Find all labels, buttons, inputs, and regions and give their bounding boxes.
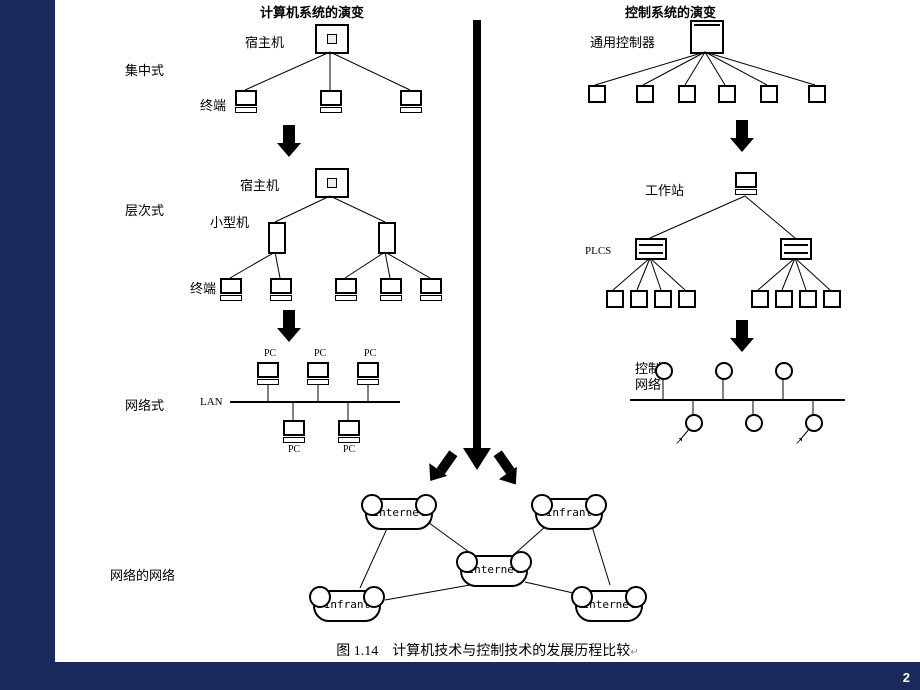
center-arrow-icon: [473, 20, 481, 450]
circle-node-icon: [745, 414, 763, 432]
label-lan: LAN: [200, 396, 223, 408]
circle-node-icon: [775, 362, 793, 380]
host-icon: [315, 168, 349, 198]
nav-sidebar: [0, 0, 55, 690]
cloud-internet2: Internet: [460, 555, 528, 587]
node-box-icon: [760, 85, 778, 103]
title-control-evolution: 控制系统的演变: [625, 2, 716, 21]
plc-icon: [780, 238, 812, 260]
pc-icon: [283, 420, 305, 442]
terminal-icon: [320, 90, 342, 112]
circle-node-icon: [805, 414, 823, 432]
cloud-infrant1: Infrant: [535, 498, 603, 530]
controller-icon: [690, 20, 724, 54]
workstation-icon: [735, 172, 757, 194]
node-box-icon: [630, 290, 648, 308]
title-computer-evolution: 计算机系统的演变: [260, 2, 364, 21]
pc-icon: [338, 420, 360, 442]
node-box-icon: [678, 290, 696, 308]
label-host1: 宿主机: [245, 32, 284, 51]
circle-node-icon: [655, 362, 673, 380]
arrow-down-icon: [733, 120, 751, 152]
node-box-icon: [654, 290, 672, 308]
pc-icon: [357, 362, 379, 384]
label-pc-top1: PC: [264, 348, 276, 359]
label-pc-top3: PC: [364, 348, 376, 359]
node-box-icon: [588, 85, 606, 103]
label-hierarchical: 层次式: [125, 200, 164, 219]
page-number: 2: [903, 670, 910, 685]
arrow-down-icon: [733, 320, 751, 352]
cloud-internet3: Internet: [575, 590, 643, 622]
footer-bar: 2: [0, 662, 920, 690]
terminal-icon: [270, 278, 292, 300]
tower-icon: [378, 222, 396, 254]
arrow-small-icon: ↗: [795, 436, 803, 447]
node-box-icon: [606, 290, 624, 308]
diag-arrow-left-icon: [426, 449, 460, 488]
diag-arrow-right-icon: [491, 449, 525, 488]
label-pc-bot1: PC: [288, 444, 300, 455]
node-box-icon: [823, 290, 841, 308]
label-controller: 通用控制器: [590, 32, 655, 51]
pc-icon: [307, 362, 329, 384]
node-box-icon: [718, 85, 736, 103]
label-centralized: 集中式: [125, 60, 164, 79]
cloud-infrant2: Infrant: [313, 590, 381, 622]
terminal-icon: [380, 278, 402, 300]
label-pc-bot2: PC: [343, 444, 355, 455]
label-terminal2: 终端: [190, 278, 216, 297]
terminal-icon: [400, 90, 422, 112]
label-mini: 小型机: [210, 212, 249, 231]
label-workstation: 工作站: [645, 180, 684, 199]
node-box-icon: [775, 290, 793, 308]
diagram-canvas: 计算机系统的演变 控制系统的演变 集中式 层次式 网络式 网络的网络 宿主机 终…: [55, 0, 920, 662]
arrow-small-icon: ↗: [675, 436, 683, 447]
terminal-icon: [220, 278, 242, 300]
arrow-down-icon: [280, 125, 298, 157]
node-box-icon: [808, 85, 826, 103]
circle-node-icon: [685, 414, 703, 432]
node-box-icon: [678, 85, 696, 103]
circle-node-icon: [715, 362, 733, 380]
label-networked: 网络式: [125, 395, 164, 414]
arrow-down-icon: [280, 310, 298, 342]
node-box-icon: [751, 290, 769, 308]
pc-icon: [257, 362, 279, 384]
terminal-icon: [335, 278, 357, 300]
label-net-of-nets: 网络的网络: [110, 565, 175, 584]
label-plc: PLCS: [585, 245, 611, 257]
figure-caption: 图 1.14 计算机技术与控制技术的发展历程比较↵: [55, 640, 920, 660]
host-icon: [315, 24, 349, 54]
plc-icon: [635, 238, 667, 260]
label-pc-top2: PC: [314, 348, 326, 359]
tower-icon: [268, 222, 286, 254]
label-terminal1: 终端: [200, 95, 226, 114]
terminal-icon: [235, 90, 257, 112]
terminal-icon: [420, 278, 442, 300]
node-box-icon: [799, 290, 817, 308]
node-box-icon: [636, 85, 654, 103]
label-host2: 宿主机: [240, 175, 279, 194]
cloud-internet1: Internet: [365, 498, 433, 530]
